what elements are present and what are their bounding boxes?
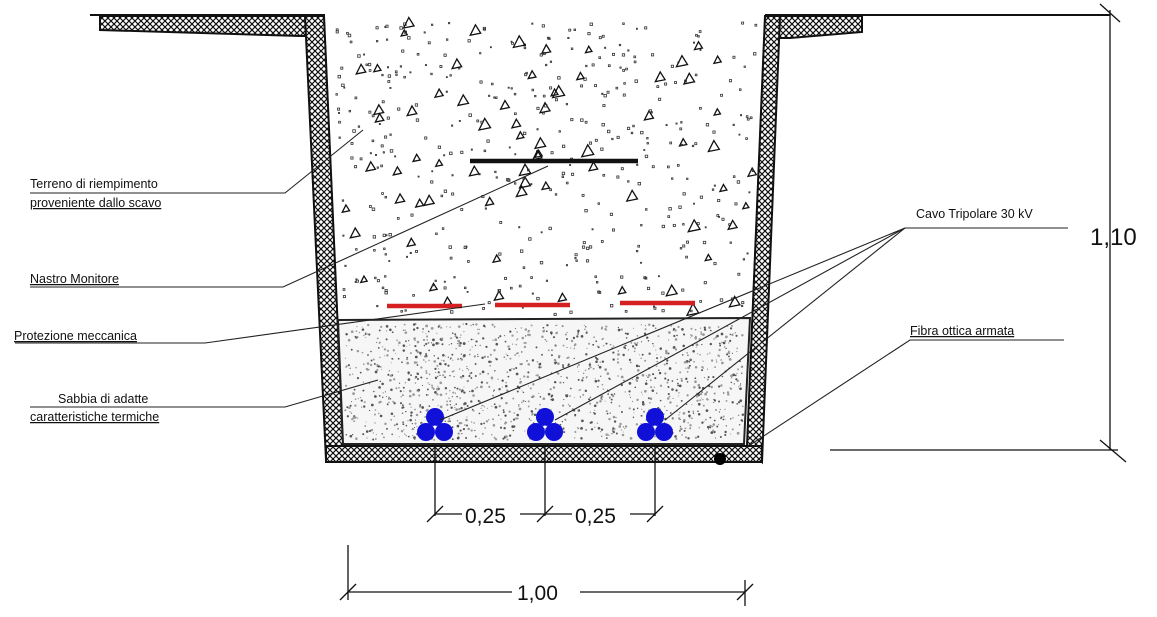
label-nastro: Nastro Monitore (30, 272, 119, 286)
dimension-width (339, 545, 754, 606)
cable-trefoil-1 (417, 408, 453, 441)
label-sabbia-2: caratteristiche termiche (30, 410, 159, 424)
label-cavo: Cavo Tripolare 30 kV (916, 207, 1033, 221)
label-protezione: Protezione meccanica (14, 329, 137, 343)
label-sabbia-1: Sabbia di adatte (58, 392, 148, 406)
optical-fiber (714, 453, 726, 465)
dimension-spacing-left-label: 0,25 (465, 505, 506, 528)
cable-trefoil-2 (527, 408, 563, 441)
dimension-depth-label: 1,10 (1090, 224, 1137, 251)
dimension-width-label: 1,00 (517, 582, 558, 605)
backfill-soil (335, 16, 758, 317)
leader-lines (15, 129, 1068, 446)
label-fibra: Fibra ottica armata (910, 324, 1014, 338)
dimension-spacing (426, 446, 664, 523)
cable-trefoil-3 (637, 408, 673, 441)
mechanical-protection (387, 300, 695, 309)
label-terreno-2: proveniente dallo scavo (30, 196, 161, 210)
dimension-spacing-right-label: 0,25 (575, 505, 616, 528)
ground-surface (90, 14, 1110, 39)
label-terreno-1: Terreno di riempimento (30, 177, 158, 191)
dimension-depth (830, 3, 1127, 463)
